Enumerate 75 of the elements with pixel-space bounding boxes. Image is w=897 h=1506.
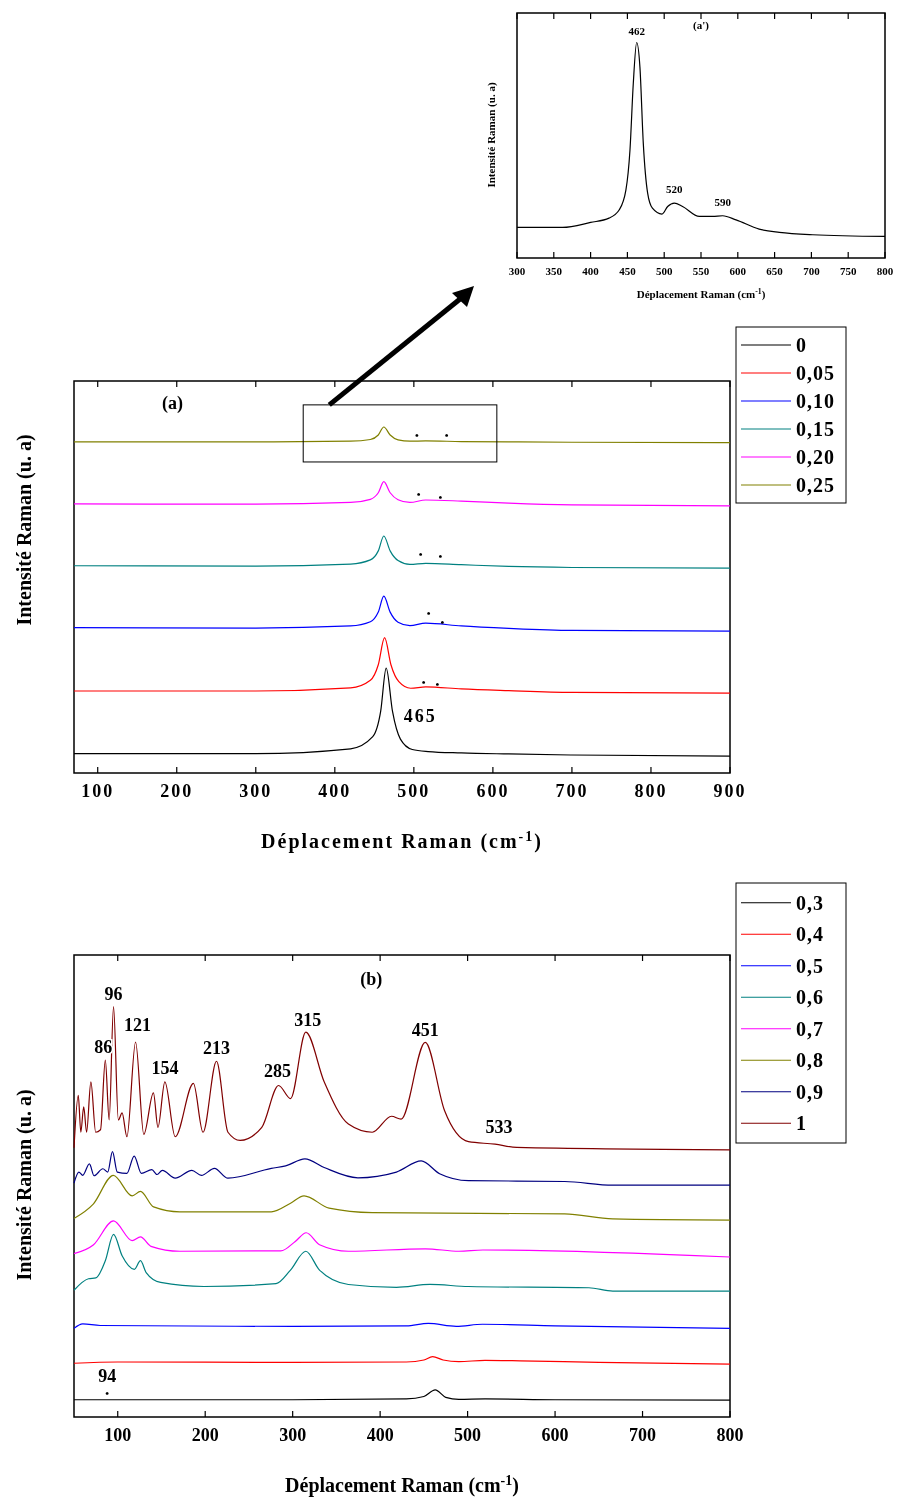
annotation: • (426, 607, 433, 620)
annotation: • (416, 488, 423, 501)
annotation: 96 (104, 983, 123, 1004)
legend-label: 0,8 (796, 1049, 824, 1072)
annotation: • (418, 548, 425, 561)
chart-title: (a) (161, 392, 183, 414)
x-tick-label: 100 (104, 1425, 132, 1445)
legend-label: 0,5 (796, 954, 824, 977)
annotation: • (438, 549, 445, 562)
legend-label: 0 (796, 334, 807, 356)
x-tick-label: 450 (619, 265, 637, 277)
legend-label: 1 (796, 1112, 807, 1135)
legend-label: 0,15 (796, 418, 835, 440)
x-axis-title: Déplacement Raman (cm$^{-1}$) (285, 1472, 519, 1497)
x-tick-label: 200 (160, 781, 194, 801)
x-tick-label: 300 (239, 781, 273, 801)
legend-label: 0,10 (796, 390, 835, 412)
annotation: 213 (202, 1038, 230, 1059)
annotation: 462 (628, 24, 646, 37)
annotation: • (435, 677, 442, 690)
annotation: 154 (151, 1057, 179, 1078)
annotation: • (105, 1386, 110, 1399)
annotation: 451 (411, 1020, 439, 1041)
x-tick-label: 650 (766, 265, 784, 277)
annotation: • (440, 615, 447, 628)
annotation: 315 (294, 1010, 322, 1031)
x-tick-label: 500 (454, 1425, 482, 1445)
x-axis-title: Déplacement Raman (cm$^{-1}$) (261, 828, 543, 853)
annotation: 285 (264, 1061, 292, 1082)
annotation: 94 (98, 1365, 117, 1386)
x-tick-label: 700 (803, 265, 821, 277)
annotation: • (421, 675, 428, 688)
legend-label: 0,05 (796, 362, 835, 384)
x-tick-label: 200 (191, 1425, 219, 1445)
x-tick-label: 500 (655, 265, 673, 277)
legend-label: 0,25 (796, 474, 835, 496)
y-axis-title: Intensité Raman (u. a) (485, 82, 498, 188)
x-tick-label: 700 (555, 781, 589, 801)
x-tick-label: 300 (508, 265, 526, 277)
x-tick-label: 300 (279, 1425, 307, 1445)
x-tick-label: 550 (692, 265, 710, 277)
chart-title: (a') (693, 19, 710, 33)
annotation: 590 (714, 195, 732, 208)
x-tick-label: 400 (582, 265, 600, 277)
x-tick-label: 800 (634, 781, 668, 801)
x-tick-label: 900 (713, 781, 747, 801)
legend-label: 0,3 (796, 891, 824, 914)
annotation: • (438, 491, 445, 504)
annotation: 465 (403, 706, 437, 727)
x-tick-label: 600 (729, 265, 747, 277)
x-tick-label: 100 (81, 781, 115, 801)
legend-label: 0,20 (796, 446, 835, 468)
x-tick-label: 400 (366, 1425, 394, 1445)
y-axis-title: Intensité Raman (u. a) (13, 434, 36, 626)
annotation: • (444, 428, 451, 441)
x-tick-label: 500 (397, 781, 431, 801)
x-tick-label: 750 (839, 265, 857, 277)
legend-label: 0,4 (796, 923, 824, 946)
x-tick-label: 800 (876, 265, 894, 277)
legend-label: 0,7 (796, 1017, 824, 1040)
x-tick-label: 600 (541, 1425, 569, 1445)
x-tick-label: 700 (629, 1425, 657, 1445)
legend-label: 0,6 (796, 986, 824, 1009)
x-tick-label: 800 (716, 1425, 744, 1445)
x-tick-label: 400 (318, 781, 352, 801)
annotation: 121 (124, 1014, 152, 1035)
chart-title: (b) (360, 969, 383, 991)
annotation: 520 (666, 183, 684, 196)
legend-label: 0,9 (796, 1080, 824, 1103)
x-tick-label: 350 (545, 265, 563, 277)
annotation: 533 (485, 1117, 513, 1138)
x-axis-title: Déplacement Raman (cm$^{-1}$) (636, 286, 766, 301)
y-axis-title: Intensité Raman (u. a) (13, 1089, 36, 1281)
annotation: • (415, 429, 421, 442)
x-tick-label: 600 (476, 781, 510, 801)
